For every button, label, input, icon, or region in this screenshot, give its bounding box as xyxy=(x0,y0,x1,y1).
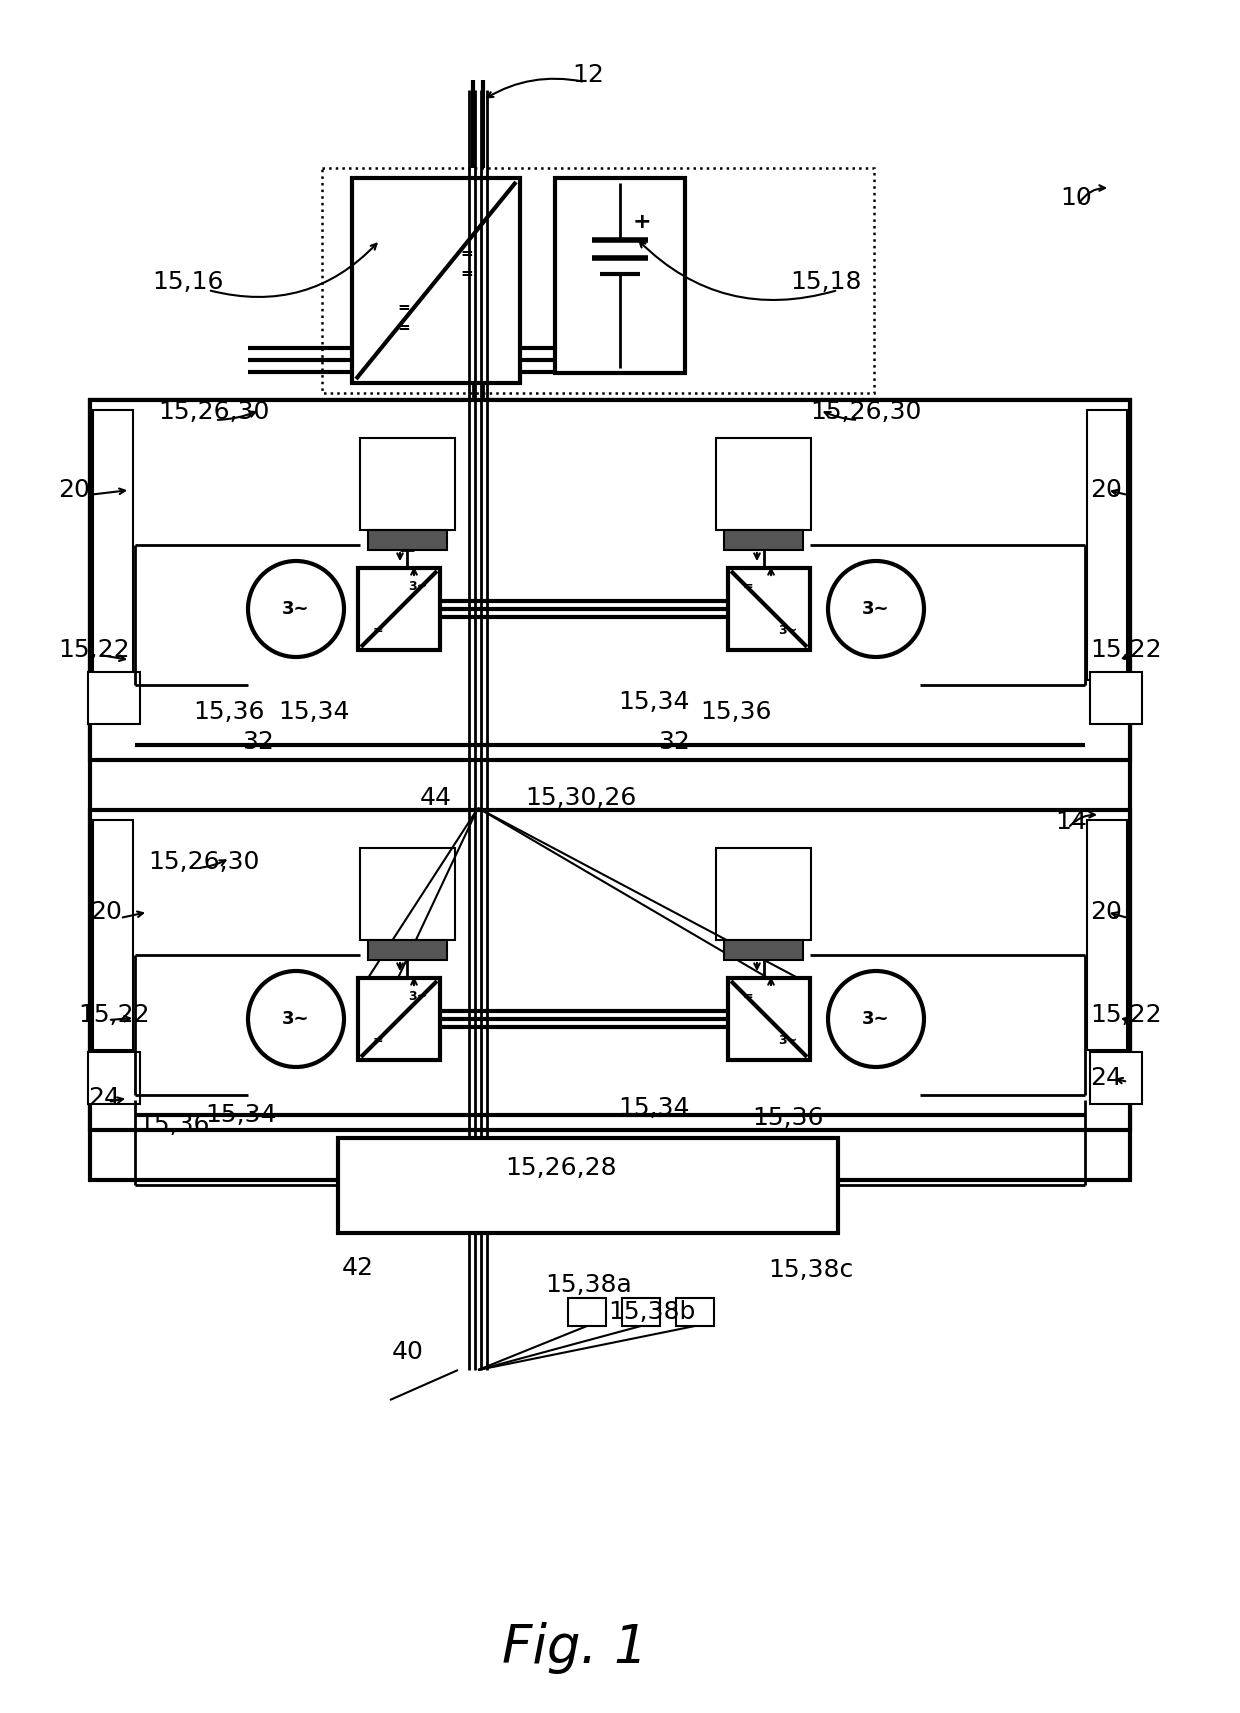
Text: 15,34: 15,34 xyxy=(618,690,689,714)
Text: 3~: 3~ xyxy=(283,600,310,618)
Text: 42: 42 xyxy=(342,1256,374,1280)
Text: 15,38a: 15,38a xyxy=(546,1273,631,1297)
Text: 3~: 3~ xyxy=(862,600,890,618)
Bar xyxy=(91,810,1130,1131)
Text: =: = xyxy=(743,579,754,593)
Bar xyxy=(1087,409,1127,680)
Text: 15,26,30: 15,26,30 xyxy=(148,850,259,874)
Text: +: + xyxy=(632,212,651,231)
Circle shape xyxy=(828,560,924,658)
Bar xyxy=(728,569,810,649)
Text: =: = xyxy=(398,320,410,336)
Text: =: = xyxy=(373,1033,383,1047)
Bar xyxy=(568,1298,606,1326)
Text: 32: 32 xyxy=(242,730,274,754)
Text: 15,38c: 15,38c xyxy=(768,1257,853,1281)
Bar xyxy=(724,529,804,550)
Text: 15,36: 15,36 xyxy=(193,701,264,725)
Circle shape xyxy=(828,971,924,1067)
Text: 3~: 3~ xyxy=(779,624,797,637)
Bar xyxy=(715,848,811,940)
Bar xyxy=(1090,671,1142,725)
Text: 20: 20 xyxy=(1090,478,1122,502)
Text: =: = xyxy=(460,266,474,281)
Text: 3~: 3~ xyxy=(408,990,428,1002)
Bar xyxy=(360,848,455,940)
Bar xyxy=(676,1298,714,1326)
Circle shape xyxy=(248,560,343,658)
Text: 15,26,30: 15,26,30 xyxy=(810,401,921,425)
Circle shape xyxy=(248,971,343,1067)
Text: 15,18: 15,18 xyxy=(790,271,862,295)
Text: 12: 12 xyxy=(572,63,604,87)
Bar xyxy=(368,940,446,959)
Bar xyxy=(728,978,810,1060)
Bar xyxy=(88,671,140,725)
Text: 15,26,30: 15,26,30 xyxy=(157,401,269,425)
Text: 20: 20 xyxy=(58,478,89,502)
Bar xyxy=(1090,1052,1142,1103)
Text: 24: 24 xyxy=(88,1086,120,1110)
Text: 15,36: 15,36 xyxy=(701,701,771,725)
Text: 40: 40 xyxy=(392,1340,424,1364)
Text: 3~: 3~ xyxy=(862,1011,890,1028)
Text: 24: 24 xyxy=(1090,1065,1122,1089)
Bar xyxy=(622,1298,660,1326)
Text: 15,34: 15,34 xyxy=(205,1103,277,1127)
Text: =: = xyxy=(398,300,410,315)
Bar xyxy=(91,401,1130,761)
Bar xyxy=(352,178,520,384)
Text: 15,26,28: 15,26,28 xyxy=(505,1156,616,1180)
Bar xyxy=(724,940,804,959)
Text: Fig. 1: Fig. 1 xyxy=(502,1622,647,1674)
Bar xyxy=(91,401,1130,1180)
Text: 44: 44 xyxy=(420,786,453,810)
Bar xyxy=(358,569,440,649)
Text: =: = xyxy=(373,624,383,637)
Text: 15,36: 15,36 xyxy=(138,1113,210,1137)
Text: 15,22: 15,22 xyxy=(1090,1004,1162,1028)
Bar xyxy=(556,178,684,373)
Text: 3~: 3~ xyxy=(408,579,428,593)
Text: 15,22: 15,22 xyxy=(1090,637,1162,661)
Text: 32: 32 xyxy=(658,730,689,754)
Bar xyxy=(339,1137,838,1233)
Bar xyxy=(88,1052,140,1103)
Bar xyxy=(322,168,874,392)
Text: 15,22: 15,22 xyxy=(58,637,130,661)
Text: 20: 20 xyxy=(1090,899,1122,923)
Bar xyxy=(93,821,133,1050)
Text: =: = xyxy=(743,990,754,1002)
Text: 15,30,26: 15,30,26 xyxy=(525,786,636,810)
Text: =: = xyxy=(460,245,474,260)
Text: 10: 10 xyxy=(1060,187,1091,211)
Bar xyxy=(360,439,455,529)
Bar xyxy=(368,529,446,550)
Text: 14: 14 xyxy=(1055,810,1087,834)
Text: 15,34: 15,34 xyxy=(278,701,350,725)
Text: 15,34: 15,34 xyxy=(618,1096,689,1120)
Bar xyxy=(358,978,440,1060)
Bar xyxy=(1087,821,1127,1050)
Text: 15,22: 15,22 xyxy=(78,1004,150,1028)
Text: 20: 20 xyxy=(91,899,122,923)
Bar xyxy=(715,439,811,529)
Text: 3~: 3~ xyxy=(779,1033,797,1047)
Text: 3~: 3~ xyxy=(283,1011,310,1028)
Text: 15,36: 15,36 xyxy=(751,1107,823,1131)
Text: 15,16: 15,16 xyxy=(153,271,223,295)
Text: 15,38b: 15,38b xyxy=(608,1300,696,1324)
Bar xyxy=(93,409,133,680)
